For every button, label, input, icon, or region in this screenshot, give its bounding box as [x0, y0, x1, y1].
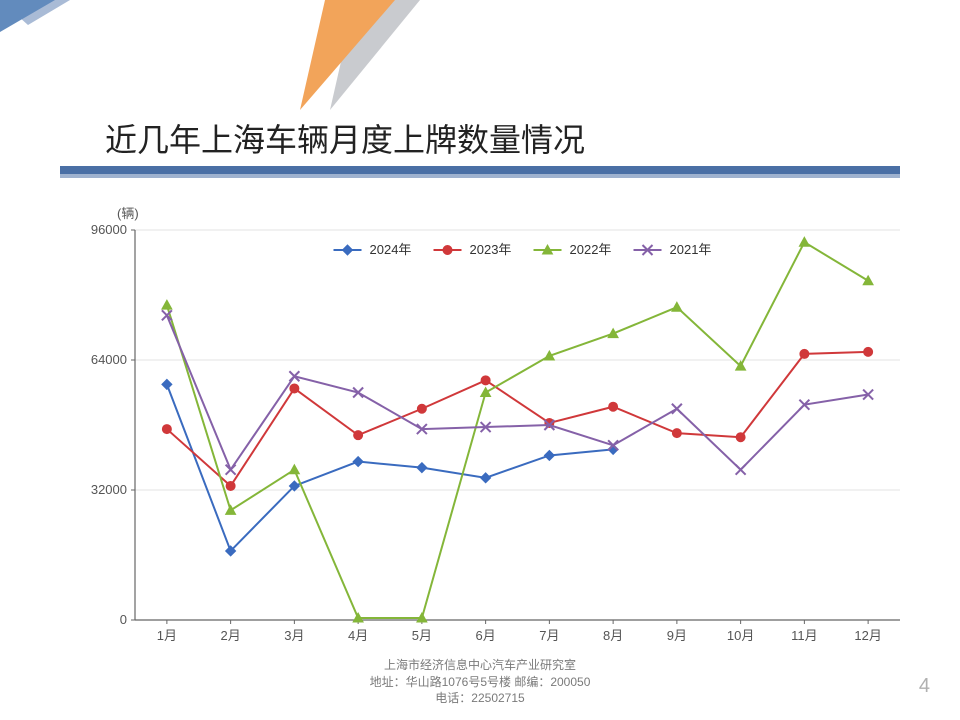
svg-text:2023年: 2023年 [470, 242, 512, 257]
footer-org: 上海市经济信息中心汽车产业研究室 [0, 657, 960, 673]
svg-text:11月: 11月 [791, 628, 818, 643]
svg-text:9月: 9月 [667, 628, 687, 643]
svg-text:2月: 2月 [221, 628, 241, 643]
footer-phone: 电话：22502715 [0, 690, 960, 706]
svg-text:(辆): (辆) [117, 206, 139, 221]
svg-text:32000: 32000 [91, 482, 127, 497]
svg-text:7月: 7月 [539, 628, 559, 643]
svg-text:6月: 6月 [476, 628, 496, 643]
svg-text:2022年: 2022年 [570, 242, 612, 257]
header-decoration [0, 0, 960, 110]
svg-text:4月: 4月 [348, 628, 368, 643]
svg-text:3月: 3月 [284, 628, 304, 643]
svg-text:2021年: 2021年 [670, 242, 712, 257]
title-underline [60, 166, 900, 180]
svg-text:5月: 5月 [412, 628, 432, 643]
svg-text:8月: 8月 [603, 628, 623, 643]
svg-text:0: 0 [120, 612, 127, 627]
svg-text:1月: 1月 [157, 628, 177, 643]
footer-address: 地址：华山路1076号5号楼 邮编：200050 [0, 674, 960, 690]
slide-title: 近几年上海车辆月度上牌数量情况 [105, 115, 585, 161]
svg-text:12月: 12月 [854, 628, 881, 643]
page-number: 4 [919, 675, 930, 698]
svg-text:2024年: 2024年 [370, 242, 412, 257]
line-chart: 0 32000 64000 96000 1月 2月 3月 4月 5月 6月 7月 8月 9月 10月 11月… [80, 200, 920, 660]
svg-text:10月: 10月 [727, 628, 754, 643]
svg-text:96000: 96000 [91, 222, 127, 237]
footer: 上海市经济信息中心汽车产业研究室 地址：华山路1076号5号楼 邮编：20005… [0, 657, 960, 706]
svg-text:64000: 64000 [91, 352, 127, 367]
